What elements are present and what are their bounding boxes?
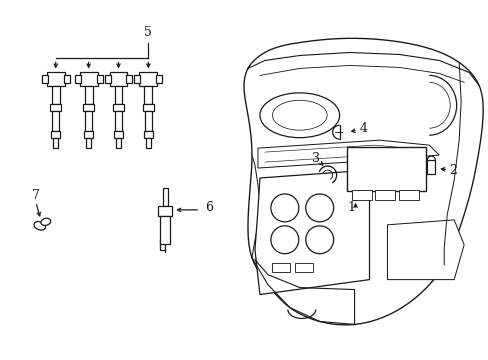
Bar <box>139 72 157 86</box>
Bar <box>144 111 152 131</box>
Bar <box>126 75 132 84</box>
Text: 2: 2 <box>448 163 456 176</box>
Bar <box>160 216 170 244</box>
Bar <box>271 263 289 272</box>
Ellipse shape <box>270 226 298 254</box>
Bar <box>52 86 60 104</box>
Bar <box>51 131 60 138</box>
Bar <box>114 86 122 104</box>
Bar <box>47 72 64 86</box>
Bar <box>134 75 140 84</box>
Bar <box>104 75 110 84</box>
Bar <box>109 72 127 86</box>
Bar <box>75 75 81 84</box>
Bar <box>114 131 122 138</box>
Bar <box>52 111 59 131</box>
Bar <box>399 190 419 200</box>
Ellipse shape <box>270 194 298 222</box>
Polygon shape <box>258 140 438 168</box>
Text: 5: 5 <box>144 26 152 39</box>
Bar <box>158 206 172 216</box>
Bar <box>83 104 94 111</box>
Polygon shape <box>386 220 463 280</box>
Bar <box>143 131 153 138</box>
Bar <box>84 131 93 138</box>
Ellipse shape <box>41 218 51 225</box>
Bar <box>63 75 69 84</box>
Bar <box>142 104 154 111</box>
Bar <box>84 86 92 104</box>
Text: 7: 7 <box>32 189 40 202</box>
FancyBboxPatch shape <box>346 147 426 191</box>
Bar <box>144 86 152 104</box>
Bar <box>80 72 98 86</box>
Ellipse shape <box>272 100 326 130</box>
Bar <box>294 263 312 272</box>
Bar <box>53 138 58 148</box>
Bar <box>163 188 167 206</box>
Polygon shape <box>254 170 369 294</box>
Bar <box>85 111 92 131</box>
Bar <box>113 104 124 111</box>
Bar <box>427 160 434 174</box>
Bar <box>96 75 102 84</box>
Bar <box>41 75 48 84</box>
Bar <box>375 190 395 200</box>
Text: 4: 4 <box>359 122 367 135</box>
Bar <box>116 138 121 148</box>
Ellipse shape <box>305 194 333 222</box>
Text: 1: 1 <box>347 201 355 215</box>
Ellipse shape <box>34 221 45 230</box>
Bar <box>156 75 162 84</box>
Bar <box>351 190 371 200</box>
Ellipse shape <box>260 93 339 138</box>
Text: 3: 3 <box>311 152 319 165</box>
Ellipse shape <box>305 226 333 254</box>
Bar <box>145 138 151 148</box>
Bar <box>115 111 122 131</box>
Text: 6: 6 <box>205 201 213 215</box>
Bar <box>86 138 91 148</box>
Bar <box>50 104 61 111</box>
